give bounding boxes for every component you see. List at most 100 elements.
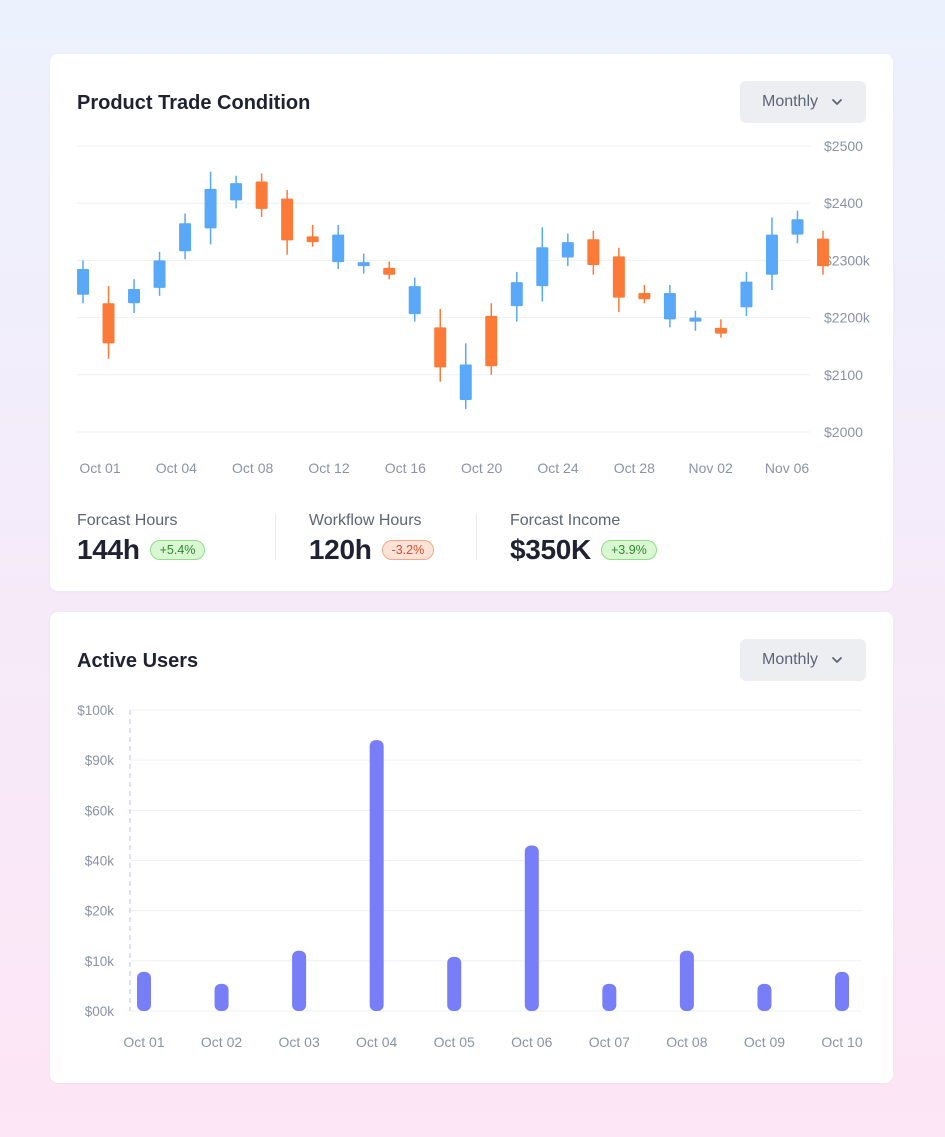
candle-body (638, 293, 651, 300)
candle-body (383, 267, 396, 275)
candle-body (510, 282, 523, 307)
candlestick-chart: $2500 $2400 $2300k $2200k $2100 $2000 Oct 01 Oc… (77, 138, 871, 476)
x-tick-label: Oct 10 (821, 1034, 862, 1050)
chevron-down-icon (832, 657, 842, 663)
stat-change-badge: +5.4% (149, 540, 206, 560)
x-tick-label: Oct 01 (79, 460, 120, 476)
candle-body (357, 262, 370, 267)
candle-body (230, 183, 243, 201)
candle-body (587, 239, 600, 265)
trade-dropdown-label: Monthly (761, 93, 819, 110)
x-tick-label: Oct 16 (385, 460, 426, 476)
bar (602, 983, 617, 1011)
x-tick-label: Oct 07 (589, 1034, 630, 1050)
y-tick-label: $100k (77, 703, 114, 718)
candle-body (663, 293, 676, 320)
bar (757, 983, 772, 1011)
stat-divider (274, 514, 276, 560)
y-tick-label: $00k (85, 1004, 115, 1019)
candle-body (408, 286, 421, 315)
x-tick-label: Oct 03 (278, 1034, 319, 1050)
bar (292, 950, 307, 1011)
x-tick-label: Oct 04 (356, 1034, 397, 1050)
users-dropdown-label: Monthly (761, 651, 819, 668)
trade-condition-card: $2500 $2400 $2300k $2200k $2100 $2000 Oct 01 Oc… (50, 54, 893, 591)
y-tick-label: $2000 (824, 424, 863, 440)
bar-chart: $100k $90k $60k $40k $20k $10k $00k Oct 01 Oct 0… (77, 703, 863, 1050)
bar (214, 983, 229, 1011)
bar (369, 740, 384, 1011)
x-tick-label: Nov 06 (765, 460, 810, 476)
candle-body (485, 315, 498, 367)
candle-body (281, 198, 294, 241)
trade-card-title: Product Trade Condition (77, 92, 311, 114)
candle-body (791, 219, 804, 235)
candle-body (153, 260, 166, 288)
bar (137, 971, 151, 1011)
candle-body (77, 268, 89, 295)
y-tick-label: $60k (85, 803, 115, 818)
candle-body (204, 188, 217, 229)
x-tick-label: Oct 06 (511, 1034, 552, 1050)
stat-label: Forcast Income (509, 512, 621, 529)
active-users-card: $100k $90k $60k $40k $20k $10k $00k Oct 01 Oct 0… (50, 612, 893, 1083)
x-tick-label: Oct 12 (308, 460, 349, 476)
trade-period-dropdown[interactable]: Monthly (740, 81, 866, 123)
candle-body (255, 181, 268, 209)
stat-value: 120h (308, 534, 372, 565)
y-tick-label: $2100 (824, 367, 863, 383)
candle-body (332, 234, 345, 263)
y-tick-label: $10k (85, 954, 115, 969)
bar (679, 950, 694, 1011)
bar (835, 971, 849, 1011)
x-tick-label: Oct 24 (537, 460, 578, 476)
stat-workflow-hours: Workflow Hours 120h -3.2% (274, 512, 476, 568)
x-tick-label: Oct 28 (614, 460, 655, 476)
stat-forcast-income: Forcast Income $350K +3.9% (475, 512, 677, 568)
candle-body (128, 289, 141, 304)
y-tick-label: $40k (85, 854, 115, 869)
x-tick-label: Oct 08 (666, 1034, 707, 1050)
stat-divider (475, 514, 477, 560)
candle-body (536, 247, 549, 287)
y-tick-label: $2300k (824, 252, 871, 268)
x-tick-label: Oct 09 (744, 1034, 785, 1050)
x-tick-label: Oct 08 (232, 460, 273, 476)
y-tick-label: $90k (85, 753, 115, 768)
users-card-title: Active Users (77, 650, 199, 672)
stat-forcast-hours: Forcast Hours 144h +5.4% (77, 512, 275, 568)
x-tick-label: Oct 20 (461, 460, 502, 476)
y-tick-label: $2500 (824, 138, 863, 154)
candle-body (740, 281, 753, 308)
x-tick-label: Oct 04 (156, 460, 197, 476)
trade-stats: Forcast Hours 144h +5.4% Workflow Hours … (77, 512, 677, 568)
candle-body (714, 327, 727, 334)
x-tick-label: Oct 01 (123, 1034, 164, 1050)
stat-change-badge: -3.2% (381, 540, 435, 560)
candle-body (459, 364, 472, 400)
bar (524, 845, 539, 1011)
x-tick-label: Nov 02 (688, 460, 733, 476)
x-tick-label: Oct 05 (434, 1034, 475, 1050)
stat-value: 144h (77, 534, 140, 565)
x-tick-label: Oct 02 (201, 1034, 242, 1050)
stat-change-badge: +3.9% (600, 540, 657, 560)
candle-body (817, 238, 829, 267)
candle-body (434, 327, 447, 368)
candle-body (612, 256, 625, 298)
users-period-dropdown[interactable]: Monthly (740, 639, 866, 681)
y-tick-label: $2400 (824, 195, 863, 211)
stat-value: $350K (509, 534, 591, 565)
candle-body (561, 242, 574, 258)
candle-body (306, 236, 319, 243)
candle-body (179, 223, 192, 252)
candle-body (102, 303, 115, 344)
chevron-down-icon (832, 99, 842, 105)
y-tick-label: $2200k (824, 310, 871, 326)
stat-label: Workflow Hours (308, 512, 422, 529)
bar (447, 956, 462, 1011)
stat-label: Forcast Hours (77, 512, 178, 529)
candle-body (765, 234, 778, 275)
y-tick-label: $20k (85, 904, 115, 919)
candle-body (689, 317, 702, 322)
